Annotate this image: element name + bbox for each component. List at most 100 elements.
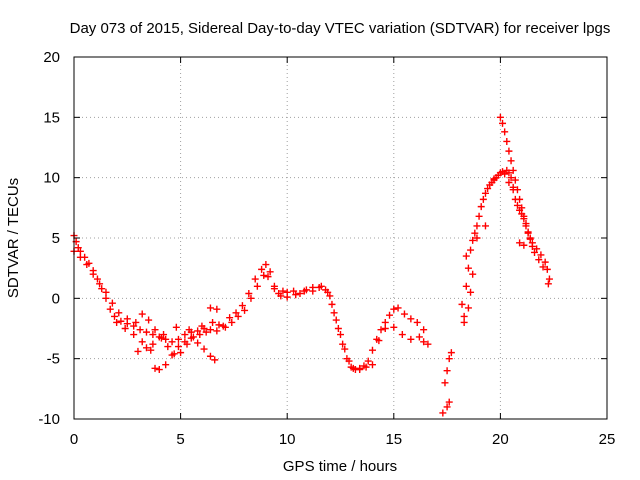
data-point <box>262 261 270 269</box>
chart-title: Day 073 of 2015, Sidereal Day-to-day VTE… <box>70 20 611 37</box>
data-point <box>473 234 481 242</box>
data-point <box>251 275 259 283</box>
data-point <box>89 270 97 278</box>
data-point <box>398 331 406 339</box>
data-point <box>509 166 517 174</box>
data-point <box>443 367 451 375</box>
data-point <box>151 326 159 334</box>
y-axis-title: SDTVAR / TECUs <box>5 178 22 298</box>
data-point <box>168 338 176 346</box>
data-point <box>394 304 402 312</box>
data-point <box>544 280 552 288</box>
data-point <box>511 176 519 184</box>
data-point <box>513 186 521 194</box>
data-point <box>420 338 428 346</box>
data-point <box>445 398 453 406</box>
y-tick-label: 5 <box>52 230 60 247</box>
data-point <box>522 220 530 228</box>
data-point <box>339 340 347 348</box>
data-point <box>460 318 468 326</box>
data-point <box>475 212 483 220</box>
data-point <box>407 315 415 323</box>
data-point <box>74 244 82 252</box>
data-point <box>98 285 106 293</box>
data-point <box>505 178 513 186</box>
data-point <box>381 325 389 332</box>
data-point <box>317 282 325 290</box>
data-point <box>481 189 489 197</box>
data-point <box>206 326 214 334</box>
data-point <box>505 147 513 155</box>
data-point <box>447 349 455 357</box>
data-point <box>516 239 524 247</box>
x-tick-label: 20 <box>492 431 509 448</box>
data-point <box>471 229 479 237</box>
data-point <box>279 287 287 295</box>
data-point <box>473 222 481 230</box>
data-point <box>149 340 157 348</box>
data-point <box>277 292 285 300</box>
data-point <box>503 137 511 145</box>
data-point <box>196 331 204 339</box>
data-point <box>130 331 138 339</box>
data-point <box>258 265 266 273</box>
data-point <box>537 251 545 259</box>
data-point <box>420 326 428 334</box>
data-point <box>539 263 547 271</box>
data-point <box>415 333 423 341</box>
data-point <box>194 339 202 347</box>
data-point <box>300 287 308 295</box>
data-point <box>283 293 291 301</box>
data-point <box>134 347 142 355</box>
data-point <box>458 300 466 308</box>
data-point <box>309 283 317 291</box>
data-point <box>247 294 255 302</box>
data-point <box>520 241 528 249</box>
data-point <box>76 253 84 261</box>
data-point <box>157 334 165 342</box>
data-point <box>400 310 408 318</box>
data-point <box>526 235 534 243</box>
data-point <box>377 326 385 334</box>
data-point <box>501 128 509 136</box>
data-point <box>136 326 144 334</box>
data-point <box>106 305 114 313</box>
data-point <box>123 315 131 323</box>
data-point <box>187 334 195 342</box>
data-point <box>535 256 543 264</box>
data-point <box>234 312 242 320</box>
data-point <box>524 228 532 236</box>
data-point <box>181 331 189 339</box>
data-point <box>439 409 447 417</box>
data-point <box>332 316 340 324</box>
data-point <box>194 327 202 335</box>
data-point <box>108 299 116 307</box>
data-point <box>334 325 342 332</box>
data-point <box>102 294 110 302</box>
data-point <box>528 242 536 250</box>
data-point <box>499 119 507 127</box>
data-point <box>516 195 524 203</box>
data-point <box>507 174 515 182</box>
data-point <box>206 352 214 360</box>
data-point <box>142 328 150 336</box>
series-lpgs-c <box>113 304 221 374</box>
data-point <box>138 310 146 318</box>
data-point <box>164 343 172 351</box>
data-point <box>364 357 372 365</box>
data-point <box>345 357 353 365</box>
data-point <box>362 363 370 371</box>
y-tick-label: -5 <box>47 351 60 368</box>
data-point <box>467 288 475 296</box>
data-point <box>117 317 125 325</box>
data-point <box>145 316 153 324</box>
data-point <box>221 323 229 331</box>
data-point <box>253 282 261 290</box>
data-point <box>467 246 475 254</box>
data-point <box>232 309 240 317</box>
data-point <box>543 265 551 273</box>
data-points <box>70 113 553 417</box>
data-point <box>209 318 217 326</box>
data-point <box>215 321 223 329</box>
data-point <box>496 113 504 121</box>
